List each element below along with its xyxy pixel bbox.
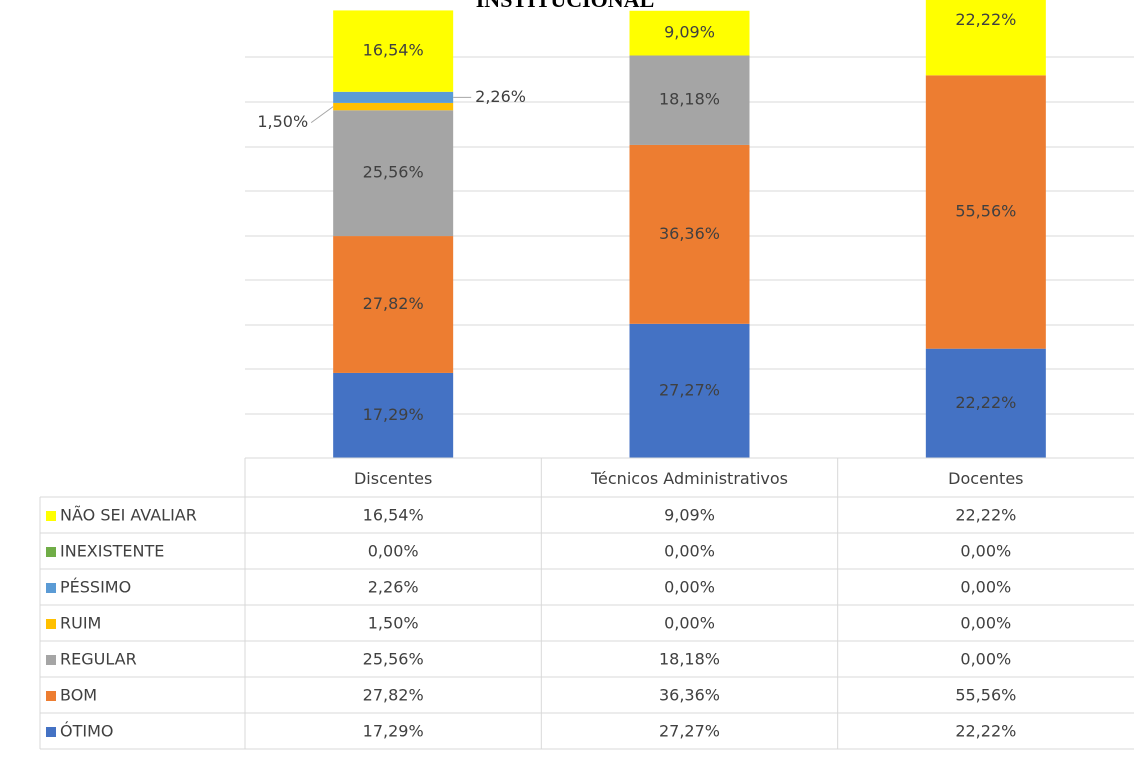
table-cell: 17,29% <box>363 722 424 741</box>
table-cell: 0,00% <box>960 614 1011 633</box>
data-label: 27,27% <box>659 380 720 399</box>
legend-swatch <box>46 583 56 593</box>
legend-swatch <box>46 547 56 557</box>
data-label: 9,09% <box>664 23 715 42</box>
bar-segment <box>629 55 750 145</box>
legend-swatch <box>46 727 56 737</box>
bar-segment <box>925 75 1046 349</box>
data-label: 18,18% <box>659 90 720 109</box>
table-cell: 9,09% <box>664 506 715 525</box>
data-label: 27,82% <box>363 294 424 313</box>
legend-swatch <box>46 619 56 629</box>
bar-segment <box>629 10 750 56</box>
data-label: 16,54% <box>363 41 424 60</box>
data-label: 17,29% <box>363 405 424 424</box>
bar-segment <box>333 91 454 103</box>
bar-segment <box>925 0 1046 76</box>
legend-label: NÃO SEI AVALIAR <box>60 506 197 525</box>
bar-segment <box>629 323 750 458</box>
leader-line <box>310 106 334 124</box>
legend-swatch <box>46 511 56 521</box>
table-cell: 0,00% <box>664 614 715 633</box>
data-label: 36,36% <box>659 224 720 243</box>
legend-label: REGULAR <box>60 650 137 669</box>
legend-swatch <box>46 655 56 665</box>
legend-label: PÉSSIMO <box>60 578 131 597</box>
data-label: 2,26% <box>475 87 526 106</box>
data-label: 1,50% <box>257 112 308 131</box>
chart-title: INSTITUCIONAL <box>476 0 655 12</box>
table-cell: 2,26% <box>368 578 419 597</box>
table-cell: 0,00% <box>960 650 1011 669</box>
legend-swatch <box>46 691 56 701</box>
bar-segment <box>333 102 454 111</box>
data-label: 55,56% <box>955 202 1016 221</box>
table-cell: 27,27% <box>659 722 720 741</box>
x-tick-label: Docentes <box>948 469 1023 488</box>
legend-label: ÓTIMO <box>60 722 113 741</box>
table-cell: 22,22% <box>955 506 1016 525</box>
bar-segment <box>333 110 454 237</box>
table-cell: 0,00% <box>664 542 715 561</box>
table-cell: 0,00% <box>664 578 715 597</box>
bar-segment <box>333 236 454 373</box>
table-cell: 0,00% <box>960 578 1011 597</box>
bar-segment <box>333 372 454 458</box>
table-cell: 36,36% <box>659 686 720 705</box>
data-label: 22,22% <box>955 393 1016 412</box>
legend-label: RUIM <box>60 614 101 633</box>
x-tick-label: Discentes <box>354 469 432 488</box>
table-cell: 18,18% <box>659 650 720 669</box>
legend-label: BOM <box>60 686 97 705</box>
data-label: 22,22% <box>955 10 1016 29</box>
table-cell: 1,50% <box>368 614 419 633</box>
table-cell: 0,00% <box>960 542 1011 561</box>
table-cell: 55,56% <box>955 686 1016 705</box>
table-cell: 25,56% <box>363 650 424 669</box>
table-cell: 16,54% <box>363 506 424 525</box>
table-cell: 27,82% <box>363 686 424 705</box>
bar-segment <box>333 10 454 92</box>
bar-segment <box>925 348 1046 458</box>
bar-segment <box>629 144 750 324</box>
legend-label: INEXISTENTE <box>60 542 164 561</box>
table-cell: 0,00% <box>368 542 419 561</box>
table-cell: 22,22% <box>955 722 1016 741</box>
data-label: 25,56% <box>363 163 424 182</box>
x-tick-label: Técnicos Administrativos <box>590 469 788 488</box>
